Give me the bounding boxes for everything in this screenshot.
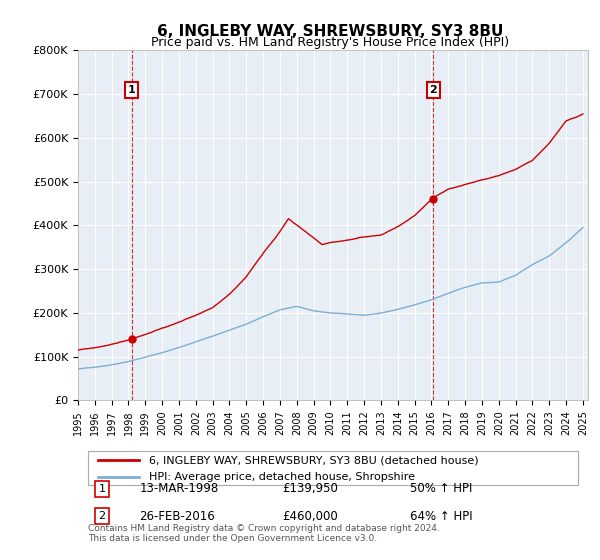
FancyBboxPatch shape: [88, 451, 578, 485]
Text: 6, INGLEBY WAY, SHREWSBURY, SY3 8BU: 6, INGLEBY WAY, SHREWSBURY, SY3 8BU: [157, 24, 503, 39]
Text: 1: 1: [128, 85, 136, 95]
Text: 13-MAR-1998: 13-MAR-1998: [139, 482, 218, 496]
Text: £139,950: £139,950: [282, 482, 338, 496]
Text: Price paid vs. HM Land Registry's House Price Index (HPI): Price paid vs. HM Land Registry's House …: [151, 36, 509, 49]
Text: 6, INGLEBY WAY, SHREWSBURY, SY3 8BU (detached house): 6, INGLEBY WAY, SHREWSBURY, SY3 8BU (det…: [149, 455, 479, 465]
Text: 1: 1: [98, 484, 106, 494]
Text: 26-FEB-2016: 26-FEB-2016: [139, 510, 215, 522]
Text: 64% ↑ HPI: 64% ↑ HPI: [409, 510, 472, 522]
Text: £460,000: £460,000: [282, 510, 338, 522]
Text: 2: 2: [430, 85, 437, 95]
Text: 50% ↑ HPI: 50% ↑ HPI: [409, 482, 472, 496]
Text: 2: 2: [98, 511, 106, 521]
Text: HPI: Average price, detached house, Shropshire: HPI: Average price, detached house, Shro…: [149, 472, 415, 482]
Text: Contains HM Land Registry data © Crown copyright and database right 2024.
This d: Contains HM Land Registry data © Crown c…: [88, 524, 440, 543]
